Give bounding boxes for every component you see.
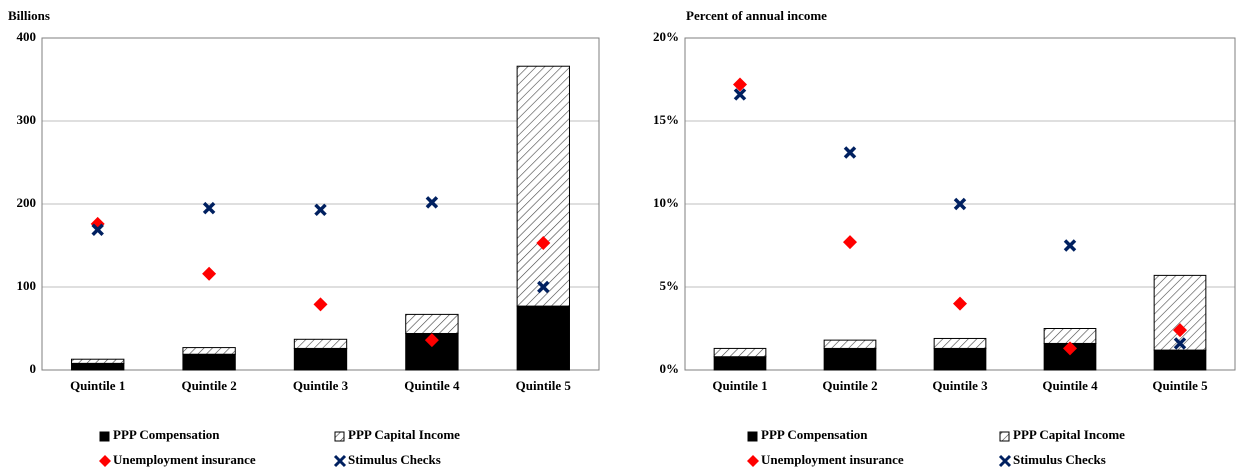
bar xyxy=(293,347,348,371)
bar xyxy=(182,347,236,355)
y-tick-label: 0 xyxy=(30,361,37,376)
legend-label: PPP Compensation xyxy=(761,427,868,442)
x-tick-label: Quintile 5 xyxy=(516,378,572,393)
marker xyxy=(202,201,216,215)
x-tick-label: Quintile 2 xyxy=(181,378,236,393)
y-tick-label: 200 xyxy=(17,195,37,210)
bar xyxy=(823,339,877,349)
bar xyxy=(1153,349,1207,371)
x-tick-label: Quintile 4 xyxy=(404,378,460,393)
legend-swatch xyxy=(747,455,759,467)
marker xyxy=(313,297,328,312)
marker xyxy=(953,296,967,311)
legend-label: Stimulus Checks xyxy=(348,452,441,467)
marker xyxy=(843,235,857,250)
bar xyxy=(933,347,987,371)
legend-swatch xyxy=(998,454,1012,468)
x-tick-label: Quintile 2 xyxy=(822,378,877,393)
bar xyxy=(293,338,348,349)
y-tick-label: 100 xyxy=(17,278,37,293)
marker xyxy=(1063,341,1077,356)
y-tick-label: 5% xyxy=(660,278,680,293)
legend-label: PPP Compensation xyxy=(113,427,220,442)
axis-title: Billions xyxy=(8,8,50,23)
marker xyxy=(202,266,217,281)
bar xyxy=(71,358,125,364)
marker xyxy=(733,77,747,92)
y-tick-label: 400 xyxy=(17,29,37,44)
legend-label: PPP Capital Income xyxy=(348,427,460,442)
legend-swatch xyxy=(747,431,758,442)
y-tick-label: 20% xyxy=(653,29,679,44)
bar xyxy=(516,305,570,371)
axis-title: Percent of annual income xyxy=(686,8,827,23)
legend-swatch xyxy=(333,454,347,468)
legend-swatch xyxy=(999,431,1010,442)
legend-label: Unemployment insurance xyxy=(761,452,904,467)
legend-label: PPP Capital Income xyxy=(1013,427,1125,442)
marker xyxy=(1173,337,1187,350)
bar xyxy=(1043,328,1097,344)
marker xyxy=(425,196,439,209)
legend-label: Stimulus Checks xyxy=(1013,452,1106,467)
x-tick-label: Quintile 3 xyxy=(932,378,988,393)
bar xyxy=(71,362,125,371)
legend-label: Unemployment insurance xyxy=(113,452,256,467)
marker xyxy=(733,88,747,101)
bar xyxy=(182,353,236,371)
marker xyxy=(424,333,439,348)
legend-swatch xyxy=(334,431,345,442)
marker xyxy=(1173,323,1187,338)
legend-swatch xyxy=(99,431,110,442)
bar xyxy=(516,65,570,307)
bar xyxy=(713,356,767,371)
bar xyxy=(823,347,877,371)
legend-swatch xyxy=(99,455,111,467)
bar xyxy=(405,313,459,334)
bar xyxy=(1153,274,1207,351)
y-tick-label: 300 xyxy=(17,112,37,127)
y-tick-label: 15% xyxy=(653,112,679,127)
x-tick-label: Quintile 4 xyxy=(1042,378,1098,393)
y-tick-label: 10% xyxy=(653,195,679,210)
bar xyxy=(933,337,987,349)
marker xyxy=(1063,239,1077,252)
x-tick-label: Quintile 1 xyxy=(70,378,125,393)
x-tick-label: Quintile 1 xyxy=(712,378,767,393)
x-tick-label: Quintile 3 xyxy=(293,378,349,393)
marker xyxy=(843,146,857,159)
marker xyxy=(953,197,967,211)
x-tick-label: Quintile 5 xyxy=(1152,378,1208,393)
y-tick-label: 0% xyxy=(660,361,680,376)
marker xyxy=(314,203,327,217)
marker xyxy=(536,236,551,251)
marker xyxy=(537,280,550,294)
marker xyxy=(91,223,104,236)
bar xyxy=(713,347,767,358)
